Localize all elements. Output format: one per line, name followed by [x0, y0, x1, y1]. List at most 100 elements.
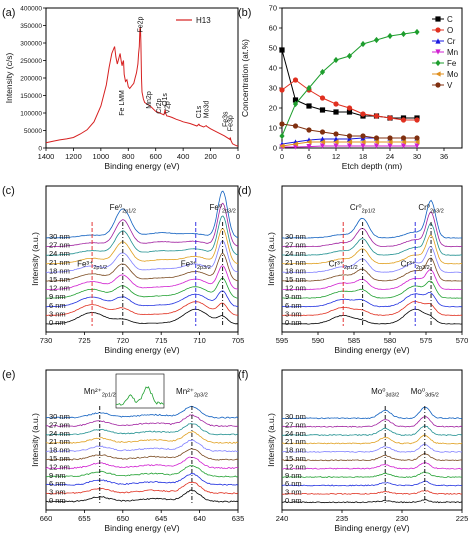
spectrum-line-30-nm	[45, 405, 239, 419]
panel-b: 0 6 12 18 24 30 36 Etch depth (nm) Concentration…	[238, 4, 463, 171]
data-point	[400, 30, 407, 38]
x-tick-label: 705	[232, 336, 245, 345]
x-tick-label: 18	[359, 152, 367, 161]
spectrum-line-18-nm	[45, 439, 239, 453]
spectrum-line-27-nm	[282, 211, 463, 248]
data-point	[387, 32, 393, 40]
legend-label-fe: Fe	[447, 59, 457, 68]
inset-frame	[115, 373, 165, 409]
spectrum-line-30-nm	[281, 406, 463, 420]
depth-label: 27 nm	[285, 241, 306, 250]
spectrum-line-30-nm	[281, 199, 463, 239]
data-point	[414, 28, 420, 36]
depth-label: 30 nm	[285, 232, 306, 241]
data-point	[306, 103, 312, 109]
x-tick-label: 1200	[65, 152, 82, 161]
data-point	[319, 107, 326, 113]
peak-annotation: V2p	[164, 101, 171, 114]
data-point	[360, 40, 366, 48]
data-point	[279, 87, 285, 93]
x-tick-label: 660	[40, 514, 53, 523]
spectrum-line-21-nm	[45, 227, 238, 265]
data-point	[387, 143, 393, 149]
data-point	[292, 77, 299, 83]
x-tick-label: 730	[40, 336, 53, 345]
spectrum-line-3-nm	[281, 300, 463, 316]
data-point	[292, 141, 299, 147]
data-point	[346, 109, 353, 115]
panel-d: 595 590 585 580 575 570 Binding energy (eV) Int…	[238, 185, 468, 355]
x-tick-label: 24	[386, 152, 394, 161]
x-axis-label: Binding energy (eV)	[104, 345, 179, 355]
data-point	[319, 95, 326, 101]
x-tick-label: 720	[117, 336, 130, 345]
data-point	[360, 133, 366, 139]
panel-label: (a)	[2, 7, 15, 19]
x-tick-label: 655	[78, 514, 91, 523]
spectrum-line-12-nm	[46, 265, 239, 291]
data-point	[387, 135, 393, 141]
x-tick-label: 12	[332, 152, 340, 161]
panel-label: (f)	[238, 369, 248, 381]
data-point	[400, 117, 407, 123]
spectrum-line-9-nm	[46, 277, 239, 299]
x-axis-label: Binding energy (eV)	[334, 345, 409, 355]
spectrum-line-21-nm	[45, 430, 239, 444]
x-axis-label: Binding energy (eV)	[104, 161, 179, 171]
x-tick-label: 715	[155, 336, 168, 345]
y-tick-label: 30	[269, 84, 277, 93]
y-tick-label: 300000	[20, 41, 42, 48]
depth-label: 6 nm	[285, 301, 302, 310]
legend-label-c: C	[447, 15, 453, 24]
spectrum-line-9-nm	[281, 471, 463, 478]
data-point	[319, 129, 326, 135]
y-axis-label: Intensity (a.u.)	[30, 413, 40, 467]
spectrum-line-9-nm	[281, 280, 463, 299]
x-tick-label: 575	[420, 336, 433, 345]
depth-label: 12 nm	[285, 462, 306, 471]
data-point	[319, 139, 326, 145]
spectrum-line-3-nm	[281, 489, 463, 495]
spectrum-line-18-nm	[281, 443, 463, 453]
depth-label: 6 nm	[285, 479, 302, 488]
x-tick-label: 635	[232, 514, 245, 523]
x-tick-label: 200	[204, 152, 217, 161]
depth-label: 0 nm	[49, 496, 66, 505]
data-point	[346, 143, 353, 149]
spectrum-line-12-nm	[45, 456, 239, 470]
spectrum-line-0-nm	[45, 489, 239, 503]
series-mo	[279, 139, 420, 149]
depth-label: 3 nm	[49, 488, 66, 497]
peak-label: Fe³⁺2p1/2	[77, 259, 107, 271]
legend-label-v: V	[447, 81, 453, 90]
depth-label: 18 nm	[285, 446, 306, 455]
spectrum-line-21-nm	[281, 434, 463, 445]
data-point	[400, 139, 407, 145]
y-tick-label: 350000	[20, 23, 42, 30]
y-axis-label: Intensity (a.u.)	[30, 232, 40, 286]
depth-label: 6 nm	[49, 301, 66, 310]
peak-label: Fe⁰2p3/2	[209, 203, 235, 215]
depth-label: 30 nm	[49, 412, 70, 421]
data-point	[292, 97, 299, 103]
spectrum-line-9-nm	[45, 465, 239, 478]
data-point	[333, 56, 339, 64]
x-axis-label: Etch depth (nm)	[342, 161, 403, 171]
series-line	[281, 31, 418, 137]
peak-annotation: Fe3p	[227, 115, 234, 131]
x-axis-label: Binding energy (eV)	[334, 523, 409, 533]
panel-label: (d)	[238, 185, 251, 197]
depth-label: 18 nm	[49, 446, 70, 455]
depth-label: 24 nm	[49, 429, 70, 438]
data-point	[292, 100, 299, 108]
y-tick-label: 400000	[20, 6, 42, 13]
depth-label: 0 nm	[49, 318, 66, 327]
x-tick-label: 645	[155, 514, 168, 523]
panel-e: 660 655 650 645 640 635 Binding energy (eV) Int…	[2, 369, 244, 533]
survey-series-line	[45, 27, 239, 147]
data-point	[435, 82, 441, 88]
x-tick-label: 225	[456, 514, 469, 523]
spectrum-line-18-nm	[282, 246, 463, 273]
depth-label: 27 nm	[49, 420, 70, 429]
depth-label: 30 nm	[49, 232, 70, 241]
